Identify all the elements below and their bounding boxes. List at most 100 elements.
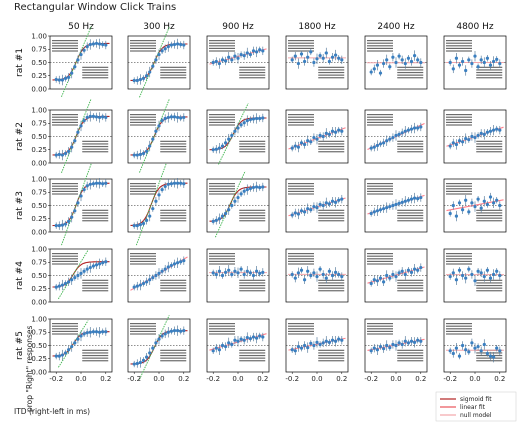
stats-text-line (209, 121, 235, 123)
data-point (382, 280, 386, 284)
stats-text-line (239, 69, 266, 71)
data-point (479, 349, 483, 353)
data-point (239, 267, 243, 271)
data-point (211, 349, 215, 353)
stats-annotation (288, 114, 345, 153)
stats-text-line (160, 151, 187, 153)
stats-text-line (318, 217, 345, 219)
data-point (91, 114, 95, 118)
data-point (182, 115, 186, 120)
data-point (372, 210, 376, 214)
data-point (451, 271, 455, 275)
stats-text-line (82, 145, 109, 148)
column-headers: 50 Hz 300 Hz 900 Hz 1800 Hz 2400 Hz 4800 Hz (68, 22, 494, 32)
data-point (382, 141, 386, 145)
data-point (470, 201, 474, 205)
data-point (217, 61, 221, 66)
data-point (299, 52, 304, 56)
stats-text-line (239, 66, 266, 68)
data-point (498, 349, 502, 353)
stats-text-line (367, 258, 393, 260)
data-point (138, 283, 142, 287)
stats-text-line (446, 330, 472, 332)
data-point (470, 134, 474, 139)
stats-annotation (130, 40, 187, 79)
stats-text-line (367, 190, 393, 192)
data-point (403, 129, 407, 133)
stats-text-line (397, 284, 424, 287)
data-point (321, 341, 325, 345)
data-point (327, 132, 331, 136)
data-point (454, 214, 458, 218)
stats-text-line (209, 255, 235, 257)
data-point (135, 78, 139, 83)
data-point (145, 218, 149, 222)
stats-text-line (160, 290, 187, 292)
data-point (492, 201, 496, 205)
data-point (79, 52, 83, 57)
stats-text-line (82, 66, 109, 68)
stats-text-line (209, 193, 235, 195)
data-point (148, 351, 152, 355)
data-point (448, 144, 452, 148)
data-point (492, 272, 496, 277)
data-point (385, 206, 389, 210)
data-point (309, 273, 313, 278)
data-point (224, 141, 228, 145)
stats-text-line (397, 77, 424, 79)
stats-text-line (130, 42, 156, 44)
stats-text-line (130, 193, 156, 195)
data-point (461, 59, 465, 64)
data-point (470, 272, 474, 277)
stats-text-line (476, 220, 503, 222)
data-point (413, 54, 417, 58)
stats-text-line (160, 77, 187, 79)
stats-text-line (446, 119, 472, 121)
data-point (220, 144, 225, 148)
stats-text-line (288, 45, 314, 47)
data-point (451, 203, 455, 208)
data-point (251, 117, 256, 121)
stats-text-line (446, 47, 472, 49)
panel: 0.00 0.25 0.50 0.75 1.00 (31, 26, 113, 97)
data-point (132, 285, 136, 289)
stats-text-line (130, 263, 156, 265)
data-point (101, 330, 105, 334)
data-point (176, 181, 180, 185)
stats-text-line (367, 42, 393, 44)
stats-text-line (446, 50, 472, 52)
data-point (457, 63, 462, 67)
data-point (94, 181, 99, 185)
data-point (224, 270, 228, 274)
panel (127, 26, 191, 98)
y-tick-label: 0.50 (31, 59, 47, 67)
stats-text-line (239, 77, 266, 79)
data-point (172, 329, 177, 333)
stats-text-line (160, 352, 187, 354)
stats-text-line (476, 212, 503, 214)
data-point (498, 273, 502, 278)
data-point (479, 131, 483, 135)
data-point (160, 334, 164, 338)
y-tick-label: 1.00 (31, 315, 47, 323)
stats-text-line (446, 45, 472, 47)
data-point (315, 206, 319, 210)
stats-text-line (209, 323, 235, 325)
data-point (76, 273, 80, 278)
data-point (290, 348, 294, 352)
stats-text-line (288, 183, 314, 185)
data-point (104, 260, 108, 264)
data-point (482, 342, 486, 347)
data-point (296, 61, 300, 66)
data-point (309, 208, 313, 212)
data-point (239, 192, 243, 196)
stats-text-line (130, 255, 156, 257)
data-point (132, 362, 136, 366)
data-point (227, 208, 231, 212)
stats-annotation (367, 253, 424, 292)
data-point (318, 133, 322, 138)
data-point (400, 200, 404, 204)
data-point (400, 58, 404, 62)
row-label: rat #1 (15, 48, 25, 77)
stats-text-line (318, 151, 345, 153)
